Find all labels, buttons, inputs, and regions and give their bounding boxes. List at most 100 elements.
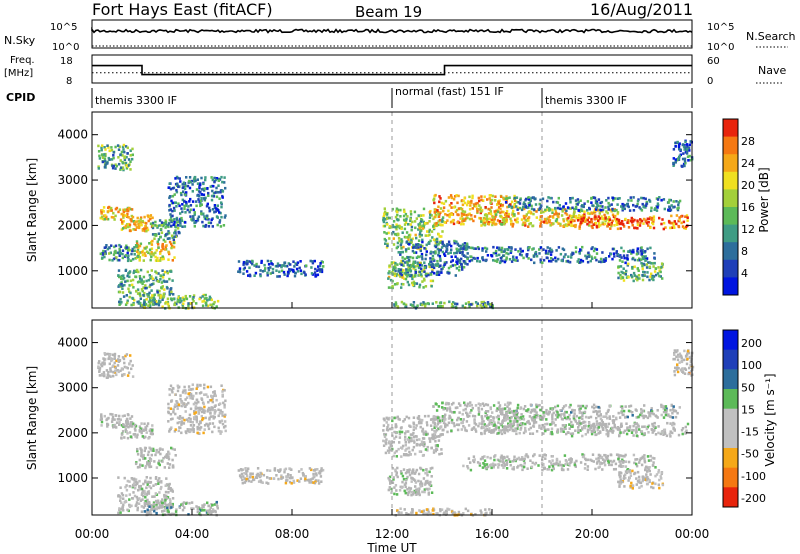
echo-cell-11 (422, 268, 426, 272)
echo-cell-5 (154, 477, 158, 480)
echo-cell-2 (164, 240, 167, 243)
echo-cell-6 (204, 225, 207, 228)
echo-cell-11 (531, 432, 535, 435)
echo-cell-12 (402, 264, 405, 267)
echo-cell-10 (432, 217, 435, 221)
echo-cell-14 (572, 212, 576, 216)
echo-cell-17 (644, 259, 647, 262)
echo-cell-9 (283, 273, 286, 276)
echo-cell-9 (390, 491, 393, 494)
echo-cell-11 (561, 429, 564, 432)
echo-cell-14 (485, 215, 488, 218)
echo-cell-16 (622, 203, 626, 207)
echo-cell-3 (110, 358, 113, 362)
echo-cell-17 (630, 252, 633, 255)
echo-cell-6 (163, 509, 166, 513)
echo-cell-10 (408, 235, 411, 239)
echo-cell-16 (554, 206, 557, 210)
echo-cell-4 (122, 143, 126, 147)
echo-cell-5 (144, 492, 147, 496)
echo-cell-4 (195, 406, 198, 410)
echo-cell-14 (480, 224, 483, 227)
echo-cell-16 (586, 209, 589, 212)
echo-cell-6 (161, 501, 164, 505)
echo-cell-3 (115, 373, 118, 377)
echo-cell-11 (397, 273, 401, 277)
echo-cell-15 (576, 219, 580, 222)
echo-cell-6 (215, 177, 218, 180)
echo-cell-10 (473, 418, 476, 421)
echo-cell-10 (509, 416, 512, 420)
echo-cell-20 (468, 302, 471, 306)
echo-cell-8 (411, 433, 414, 436)
echo-cell-7 (149, 277, 152, 280)
echo-cell-10 (405, 231, 409, 234)
echo-cell-5 (134, 486, 137, 490)
echo-cell-0 (111, 418, 114, 421)
echo-cell-7 (320, 469, 323, 473)
echo-cell-9 (304, 273, 307, 276)
echo-cell-10 (420, 229, 423, 232)
echo-cell-17 (481, 249, 484, 252)
echo-cell-2 (171, 465, 175, 469)
echo-cell-8 (429, 418, 433, 421)
echo-cell-10 (427, 230, 431, 233)
echo-cell-16 (530, 207, 534, 211)
echo-cell-5 (156, 499, 160, 503)
echo-cell-10 (434, 223, 437, 227)
echo-cell-7 (128, 270, 132, 273)
echo-cell-8 (431, 421, 435, 424)
echo-cell-11 (529, 432, 532, 435)
echo-cell-10 (444, 424, 447, 428)
echo-cell-15 (682, 226, 686, 230)
echo-cell-10 (435, 243, 439, 247)
echo-cell-5 (167, 222, 171, 225)
echo-cell-14 (554, 219, 558, 223)
echo-cell-15 (579, 220, 583, 224)
echo-cell-17 (616, 253, 620, 256)
echo-cell-17 (468, 259, 471, 263)
echo-cell-11 (521, 423, 524, 427)
echo-cell-8 (389, 443, 392, 447)
echo-cell-18 (645, 263, 649, 266)
echo-cell-12 (465, 242, 469, 246)
echo-cell-8 (382, 444, 386, 447)
echo-cell-10 (427, 234, 430, 237)
echo-cell-9 (318, 264, 322, 268)
echo-cell-15 (592, 223, 595, 226)
echo-cell-12 (429, 257, 432, 260)
echo-cell-16 (506, 197, 509, 200)
echo-cell-4 (176, 389, 180, 393)
echo-cell-3 (116, 251, 119, 255)
echo-cell-11 (388, 270, 391, 273)
echo-cell-9 (314, 273, 317, 277)
echo-cell-18 (617, 265, 620, 268)
echo-cell-11 (577, 431, 580, 434)
echo-cell-12 (425, 253, 428, 257)
echo-cell-17 (512, 258, 515, 261)
echo-cell-12 (439, 257, 442, 261)
echo-cell-10 (407, 234, 411, 237)
echo-cell-11 (489, 415, 492, 418)
echo-cell-0 (125, 421, 128, 425)
echo-cell-1 (121, 220, 124, 224)
echo-cell-3 (116, 369, 119, 372)
echo-cell-4 (123, 150, 126, 154)
echo-cell-13 (466, 216, 469, 220)
echo-cell-20 (485, 304, 488, 308)
echo-cell-17 (503, 248, 507, 251)
echo-cell-4 (121, 145, 125, 149)
echo-cell-15 (647, 220, 650, 224)
echo-cell-19 (672, 157, 675, 160)
echo-cell-5 (164, 507, 167, 510)
freq-panel: Freq. [MHz] 18 8 60 0 Nave (4, 54, 786, 87)
echo-cell-14 (548, 219, 552, 222)
echo-cell-10 (496, 407, 499, 410)
echo-cell-9 (263, 263, 266, 267)
echo-cell-6 (217, 184, 220, 187)
echo-cell-2 (170, 446, 173, 450)
echo-cell-10 (403, 227, 407, 231)
echo-cell-2 (138, 458, 141, 462)
echo-cell-16 (569, 200, 572, 204)
echo-cell-4 (221, 414, 224, 417)
